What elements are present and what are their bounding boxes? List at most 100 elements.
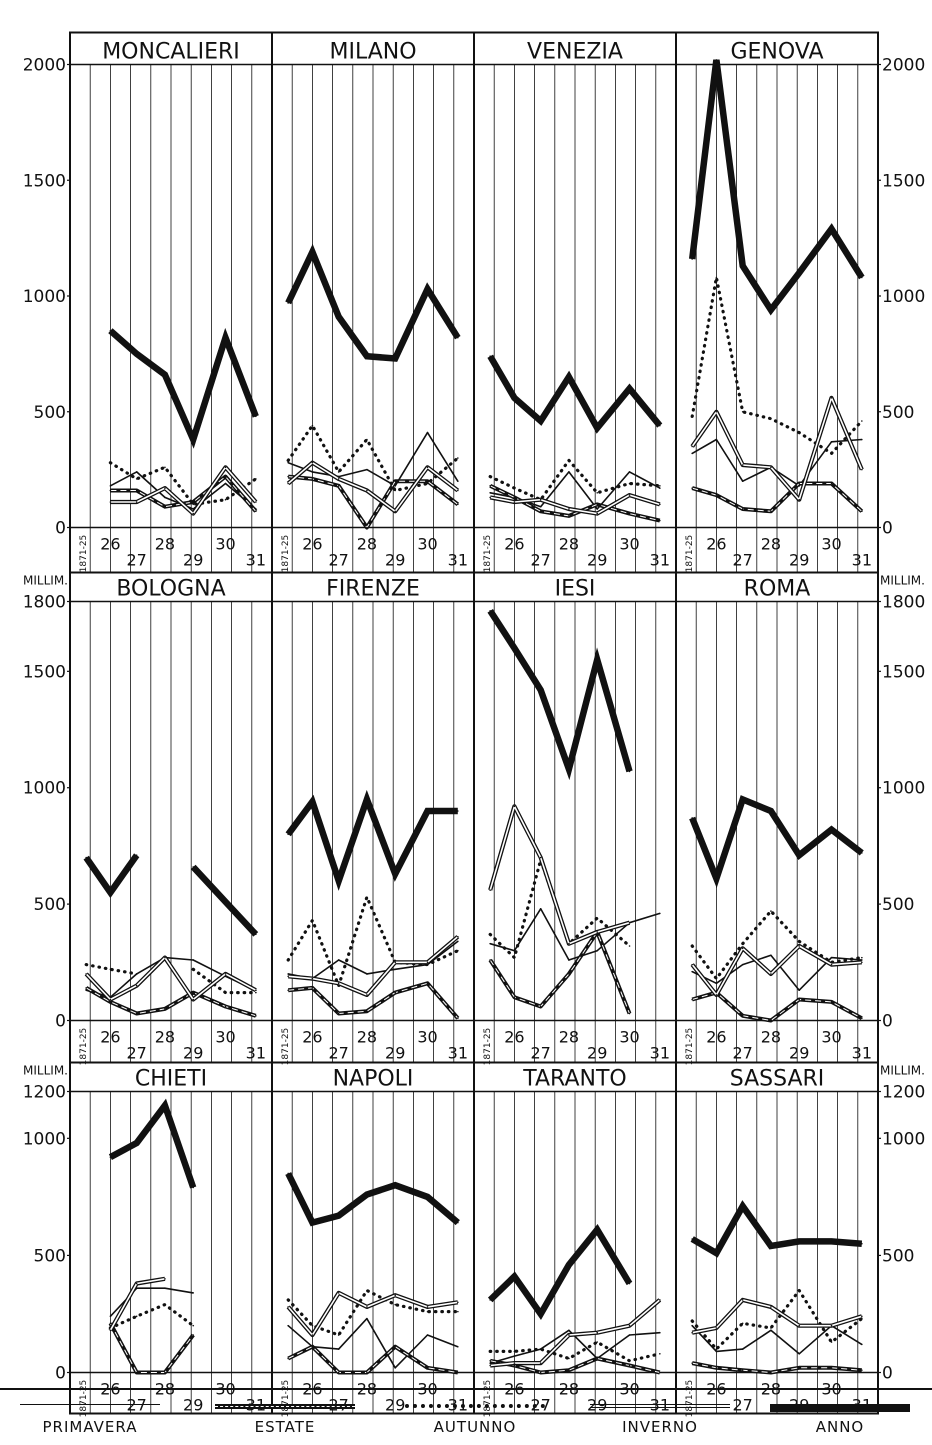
data-point-estate-sassari <box>861 1369 863 1371</box>
data-point-anno-taranto <box>513 1275 516 1278</box>
data-point-inverno-moncalieri <box>164 487 166 489</box>
y-tick-label-left: 1000 <box>23 779 66 799</box>
data-point-primavera-moncalieri <box>135 471 138 473</box>
legend-label-inverno: INVERNO <box>622 1418 698 1436</box>
data-point-anno-napoli <box>311 1221 314 1224</box>
data-point-anno-genova <box>798 272 801 274</box>
data-point-inverno-taranto <box>513 1362 516 1364</box>
x-tick-label-roma: 27 <box>732 1044 752 1063</box>
x-tick-label-iesi: 29 <box>587 1044 607 1063</box>
series-autunno-iesi <box>488 858 632 960</box>
series-estate-moncalieri-inner <box>110 476 257 512</box>
data-point-autunno-bologna <box>255 991 257 994</box>
series-inverno-chieti-inner <box>109 1278 166 1331</box>
legend-item-estate: ESTATE <box>195 1390 375 1445</box>
data-point-inverno-firenze <box>366 994 368 996</box>
data-point-inverno-venezia <box>513 501 516 503</box>
data-point-inverno-bologna <box>192 998 195 1001</box>
x-tick-label-chieti: 27 <box>126 1396 146 1415</box>
data-point-primavera-iesi <box>596 949 599 952</box>
data-point-estate-venezia <box>539 510 542 513</box>
y-tick-label-left: 500 <box>34 1246 66 1266</box>
data-point-primavera-taranto <box>628 1334 631 1336</box>
data-point-estate-venezia <box>628 512 631 515</box>
x-tick-label-iesi: 28 <box>559 1028 579 1047</box>
data-point-autunno-firenze <box>287 959 289 961</box>
legend-label-anno: ANNO <box>815 1418 865 1436</box>
data-point-estate-bologna <box>164 1008 166 1010</box>
data-point-anno-moncalieri <box>164 373 166 376</box>
x-tick-label-moncalieri: 30 <box>215 535 235 554</box>
data-point-primavera-napoli <box>337 1348 340 1350</box>
x-tick-label-firenze: 27 <box>328 1044 348 1063</box>
data-point-inverno-venezia <box>659 503 661 506</box>
y-tick-label-right: 500 <box>882 895 914 915</box>
series-estate-chieti <box>108 1322 195 1375</box>
data-point-autunno-milano <box>426 482 429 485</box>
data-point-inverno-sassari <box>691 1331 693 1334</box>
data-point-anno-moncalieri <box>255 415 257 418</box>
series-autunno-bologna <box>84 963 139 976</box>
data-point-anno-genova <box>741 265 744 267</box>
data-point-primavera-milano <box>426 431 429 434</box>
data-point-autunno-moncalieri <box>192 503 195 506</box>
data-point-anno-napoli <box>366 1193 368 1196</box>
data-point-inverno-taranto <box>489 1364 491 1367</box>
x-tick-label-taranto: 1871-25 <box>483 1380 493 1418</box>
data-point-anno-chieti <box>164 1104 166 1107</box>
data-point-autunno-iesi <box>596 917 599 919</box>
panel-title-venezia: VENEZIA <box>527 40 623 65</box>
legend-item-anno: ANNO <box>750 1390 930 1445</box>
data-point-estate-firenze <box>287 989 289 992</box>
data-point-autunno-napoli <box>337 1334 340 1336</box>
data-point-estate-taranto <box>489 1359 491 1362</box>
x-tick-label-milano: 1871-25 <box>281 535 291 573</box>
data-point-inverno-sassari <box>741 1299 744 1301</box>
data-point-anno-genova <box>715 59 718 61</box>
data-point-inverno-moncalieri <box>109 501 112 503</box>
data-point-estate-moncalieri <box>135 489 138 492</box>
x-tick-label-bologna: 31 <box>246 1044 266 1063</box>
data-point-anno-taranto <box>489 1299 491 1301</box>
x-tick-label-milano: 28 <box>357 535 377 554</box>
data-point-autunno-moncalieri <box>164 466 166 469</box>
data-point-estate-roma <box>830 1001 833 1003</box>
data-point-estate-iesi <box>628 1012 631 1015</box>
data-point-autunno-venezia <box>628 482 631 485</box>
y-tick-label-right: 0 <box>882 1364 893 1384</box>
x-tick-label-genova: 31 <box>852 551 872 570</box>
data-point-primavera-firenze <box>366 973 368 975</box>
data-point-primavera-chieti <box>164 1287 166 1289</box>
data-point-primavera-genova <box>691 452 693 455</box>
y-tick-label-left: 1200 <box>23 1083 66 1103</box>
x-tick-label-iesi: 1871-25 <box>483 1028 493 1066</box>
panel-title-napoli: NAPOLI <box>333 1067 414 1092</box>
data-point-primavera-bologna <box>192 959 195 961</box>
y-tick-label-left: 0 <box>55 1012 66 1032</box>
data-point-autunno-taranto <box>513 1350 516 1353</box>
x-tick-label-milano: 30 <box>417 535 437 554</box>
data-point-estate-napoli <box>366 1371 368 1374</box>
data-point-inverno-milano <box>287 482 289 485</box>
data-point-autunno-sassari <box>770 1327 772 1329</box>
data-point-autunno-roma <box>691 945 693 947</box>
data-point-autunno-napoli <box>457 1310 459 1313</box>
x-tick-label-moncalieri: 27 <box>126 551 146 570</box>
unit-label-right: MILLIM. <box>880 574 925 588</box>
data-point-anno-iesi <box>628 770 631 773</box>
data-point-primavera-sassari <box>770 1329 772 1332</box>
data-point-anno-bologna <box>109 891 112 894</box>
data-point-autunno-roma <box>798 940 801 943</box>
data-point-autunno-moncalieri <box>224 498 227 501</box>
legend: PRIMAVERA ESTATE AUTUNNO INVERNO ANNO <box>0 1388 932 1445</box>
data-point-anno-iesi <box>489 610 491 612</box>
data-point-autunno-venezia <box>489 475 491 478</box>
data-point-anno-firenze <box>394 873 397 875</box>
data-point-autunno-milano <box>311 424 314 427</box>
data-point-inverno-genova <box>861 468 863 471</box>
x-tick-label-bologna: 29 <box>183 1044 203 1063</box>
x-tick-label-milano: 29 <box>385 551 405 570</box>
data-point-inverno-taranto <box>568 1334 570 1336</box>
unit-label-left: MILLIM. <box>23 1064 68 1078</box>
data-point-estate-moncalieri <box>255 510 257 513</box>
